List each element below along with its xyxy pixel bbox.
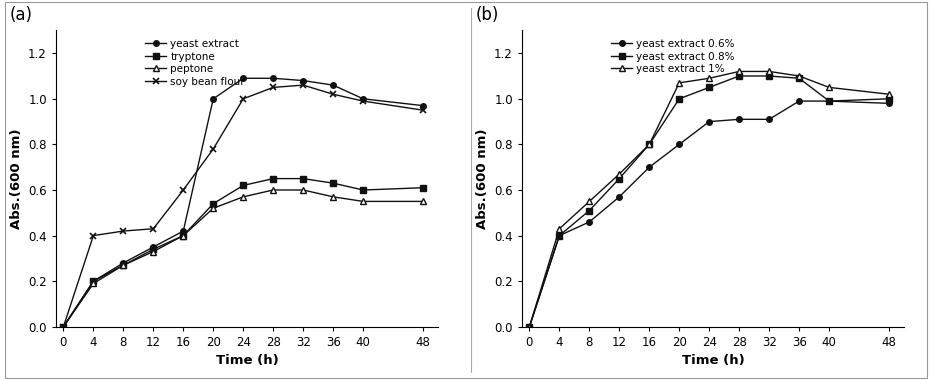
yeast extract 0.8%	[674, 97, 685, 101]
yeast extract 0.8%	[884, 97, 895, 101]
soy bean flour	[208, 147, 219, 151]
yeast extract 1%	[554, 226, 565, 231]
peptone	[297, 188, 308, 192]
tryptone	[418, 185, 429, 190]
yeast extract 1%	[674, 81, 685, 85]
peptone	[418, 199, 429, 204]
yeast extract 0.6%	[644, 165, 655, 169]
soy bean flour	[58, 325, 69, 329]
yeast extract 0.6%	[824, 99, 835, 103]
tryptone	[88, 279, 99, 283]
tryptone	[58, 325, 69, 329]
yeast extract 0.6%	[674, 142, 685, 147]
yeast extract	[117, 261, 129, 265]
yeast extract 1%	[614, 172, 625, 176]
Y-axis label: Abs.(600 nm): Abs.(600 nm)	[9, 128, 22, 229]
peptone	[58, 325, 69, 329]
yeast extract 0.8%	[704, 85, 715, 90]
Text: (b): (b)	[476, 6, 500, 24]
Legend: yeast extract, tryptone, peptone, soy bean flour: yeast extract, tryptone, peptone, soy be…	[145, 39, 245, 87]
peptone	[208, 206, 219, 211]
Line: yeast extract: yeast extract	[61, 76, 426, 329]
yeast extract	[178, 229, 189, 233]
yeast extract 1%	[524, 325, 535, 329]
peptone	[117, 263, 129, 268]
tryptone	[238, 183, 249, 188]
Line: soy bean flour: soy bean flour	[61, 82, 426, 329]
Legend: yeast extract 0.6%, yeast extract 0.8%, yeast extract 1%: yeast extract 0.6%, yeast extract 0.8%, …	[611, 39, 734, 74]
tryptone	[327, 181, 338, 185]
Line: yeast extract 1%: yeast extract 1%	[527, 69, 892, 329]
yeast extract	[327, 83, 338, 87]
peptone	[148, 249, 159, 254]
yeast extract	[238, 76, 249, 81]
yeast extract 1%	[793, 74, 804, 78]
yeast extract 1%	[884, 92, 895, 97]
yeast extract 0.6%	[733, 117, 745, 122]
yeast extract 0.8%	[554, 233, 565, 238]
yeast extract	[297, 78, 308, 83]
peptone	[88, 281, 99, 286]
yeast extract 1%	[733, 69, 745, 74]
tryptone	[358, 188, 369, 192]
Text: (a): (a)	[10, 6, 33, 24]
yeast extract	[267, 76, 279, 81]
yeast extract 0.6%	[524, 325, 535, 329]
peptone	[238, 195, 249, 199]
yeast extract 0.8%	[524, 325, 535, 329]
yeast extract 1%	[763, 69, 774, 74]
Line: yeast extract 0.8%: yeast extract 0.8%	[527, 73, 892, 329]
soy bean flour	[148, 226, 159, 231]
yeast extract 0.6%	[583, 220, 595, 224]
yeast extract	[88, 279, 99, 283]
soy bean flour	[297, 83, 308, 87]
soy bean flour	[267, 85, 279, 90]
tryptone	[148, 247, 159, 252]
yeast extract 0.6%	[884, 101, 895, 106]
yeast extract	[148, 245, 159, 249]
yeast extract 1%	[824, 85, 835, 90]
yeast extract	[208, 97, 219, 101]
yeast extract 0.8%	[793, 76, 804, 81]
tryptone	[267, 176, 279, 181]
tryptone	[297, 176, 308, 181]
peptone	[178, 233, 189, 238]
peptone	[327, 195, 338, 199]
soy bean flour	[88, 233, 99, 238]
X-axis label: Time (h): Time (h)	[215, 355, 279, 367]
yeast extract	[58, 325, 69, 329]
yeast extract 0.8%	[644, 142, 655, 147]
soy bean flour	[117, 229, 129, 233]
tryptone	[117, 263, 129, 268]
yeast extract 0.6%	[704, 119, 715, 124]
Y-axis label: Abs.(600 nm): Abs.(600 nm)	[475, 128, 488, 229]
yeast extract 0.6%	[763, 117, 774, 122]
soy bean flour	[418, 108, 429, 112]
yeast extract	[358, 97, 369, 101]
Line: yeast extract 0.6%: yeast extract 0.6%	[527, 98, 892, 329]
yeast extract 0.8%	[763, 74, 774, 78]
yeast extract 0.8%	[583, 208, 595, 213]
soy bean flour	[358, 99, 369, 103]
yeast extract 0.8%	[733, 74, 745, 78]
Line: tryptone: tryptone	[61, 176, 426, 329]
yeast extract 0.8%	[824, 99, 835, 103]
yeast extract 0.8%	[614, 176, 625, 181]
Line: peptone: peptone	[61, 187, 426, 329]
yeast extract 1%	[583, 199, 595, 204]
yeast extract	[418, 103, 429, 108]
yeast extract 0.6%	[793, 99, 804, 103]
X-axis label: Time (h): Time (h)	[681, 355, 745, 367]
yeast extract 1%	[644, 142, 655, 147]
peptone	[358, 199, 369, 204]
soy bean flour	[327, 92, 338, 97]
tryptone	[208, 201, 219, 206]
yeast extract 0.6%	[554, 233, 565, 238]
soy bean flour	[238, 97, 249, 101]
peptone	[267, 188, 279, 192]
yeast extract 0.6%	[614, 195, 625, 199]
yeast extract 1%	[704, 76, 715, 81]
tryptone	[178, 233, 189, 238]
soy bean flour	[178, 188, 189, 192]
